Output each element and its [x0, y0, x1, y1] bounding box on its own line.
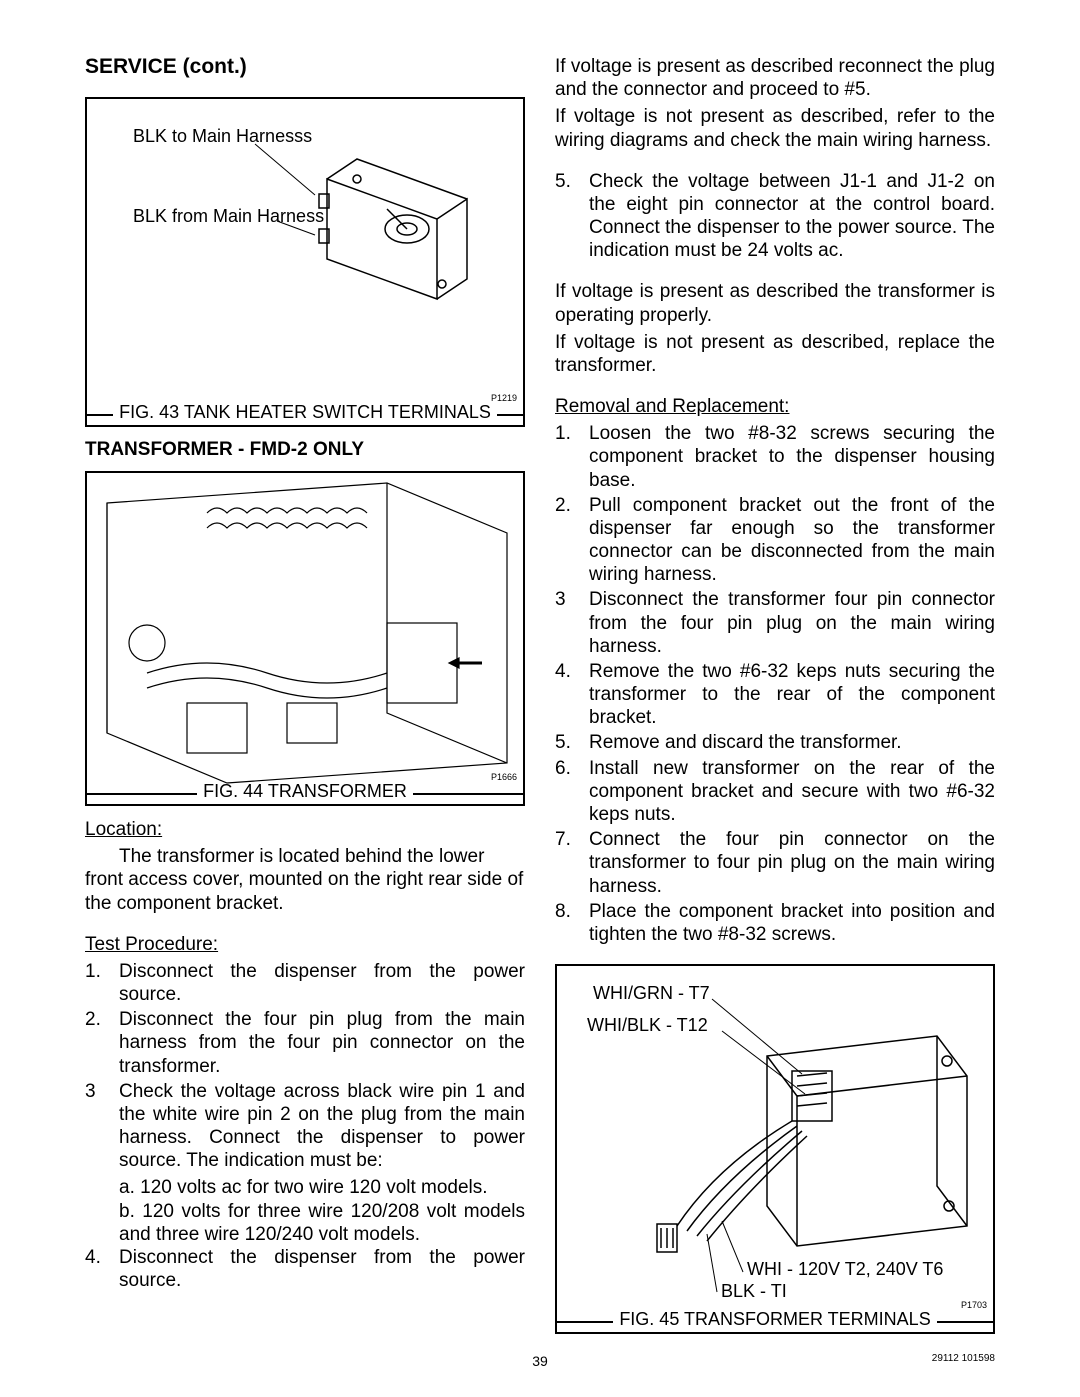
list-item: 3Disconnect the transformer four pin con…: [555, 588, 995, 658]
document-number: 29112 101598: [932, 1353, 995, 1364]
test-sub-b: b. 120 volts for three wire 120/208 volt…: [85, 1200, 525, 1246]
fig45-annotation-4: BLK - TI: [721, 1282, 787, 1302]
figure-44-drawing: [87, 473, 527, 808]
list-item: 1.Disconnect the dispenser from the powe…: [85, 960, 525, 1006]
transformer-heading: TRANSFORMER - FMD-2 ONLY: [85, 439, 525, 461]
fig45-caption: FIG. 45 TRANSFORMER TERMINALS: [613, 1309, 936, 1334]
fig45-annotation-3: WHI - 120V T2, 240V T6: [747, 1260, 943, 1280]
step-5-list: 5.Check the voltage between J1-1 and J1-…: [555, 170, 995, 263]
list-item: 4.Disconnect the dispenser from the powe…: [85, 1246, 525, 1292]
list-item: 5.Check the voltage between J1-1 and J1-…: [555, 170, 995, 263]
list-item: 5.Remove and discard the transformer.: [555, 731, 995, 754]
list-item: 3Check the voltage across black wire pin…: [85, 1080, 525, 1173]
figure-43-drawing: [87, 99, 527, 429]
fig44-caption: FIG. 44 TRANSFORMER: [197, 781, 413, 806]
test-sub-a: a. 120 volts ac for two wire 120 volt mo…: [85, 1176, 525, 1199]
removal-replacement-list: 1.Loosen the two #8-32 screws securing t…: [555, 422, 995, 946]
figure-44-box: P1666 FIG. 44 TRANSFORMER: [85, 471, 525, 806]
test-procedure-heading: Test Procedure:: [85, 933, 525, 956]
list-item: 2.Disconnect the four pin plug from the …: [85, 1008, 525, 1078]
location-heading: Location:: [85, 818, 525, 841]
left-column: SERVICE (cont.): [85, 55, 525, 1346]
fig43-annotation-2: BLK from Main Harness: [133, 207, 324, 227]
list-item: 2.Pull component bracket out the front o…: [555, 494, 995, 587]
figure-43-box: BLK to Main Harnesss BLK from Main Harne…: [85, 97, 525, 427]
section-heading: SERVICE (cont.): [85, 55, 525, 79]
list-item: 6.Install new transformer on the rear of…: [555, 757, 995, 827]
figure-45-box: WHI/GRN - T7 WHI/BLK - T12 WHI - 120V T2…: [555, 964, 995, 1334]
fig45-annotation-2: WHI/BLK - T12: [587, 1016, 708, 1036]
page-number: 39: [85, 1353, 995, 1369]
list-item: 7.Connect the four pin connector on the …: [555, 828, 995, 898]
test-procedure-list-cont: 4.Disconnect the dispenser from the powe…: [85, 1246, 525, 1292]
right-column: If voltage is present as described recon…: [555, 55, 995, 1346]
paragraph: If voltage is present as described the t…: [555, 280, 995, 326]
list-item: 1.Loosen the two #8-32 screws securing t…: [555, 422, 995, 492]
fig43-annotation-1: BLK to Main Harnesss: [133, 127, 312, 147]
location-paragraph: The transformer is located behind the lo…: [85, 845, 525, 915]
list-item: 4.Remove the two #6-32 keps nuts securin…: [555, 660, 995, 730]
paragraph: If voltage is present as described recon…: [555, 55, 995, 101]
list-item: 8.Place the component bracket into posit…: [555, 900, 995, 946]
paragraph: If voltage is not present as described, …: [555, 331, 995, 377]
fig45-annotation-1: WHI/GRN - T7: [593, 984, 710, 1004]
paragraph: If voltage is not present as described, …: [555, 105, 995, 151]
fig43-caption: FIG. 43 TANK HEATER SWITCH TERMINALS: [113, 402, 497, 427]
removal-replacement-heading: Removal and Replacement:: [555, 395, 995, 418]
test-procedure-list: 1.Disconnect the dispenser from the powe…: [85, 960, 525, 1173]
page-footer: 39 29112 101598: [0, 1353, 1080, 1369]
